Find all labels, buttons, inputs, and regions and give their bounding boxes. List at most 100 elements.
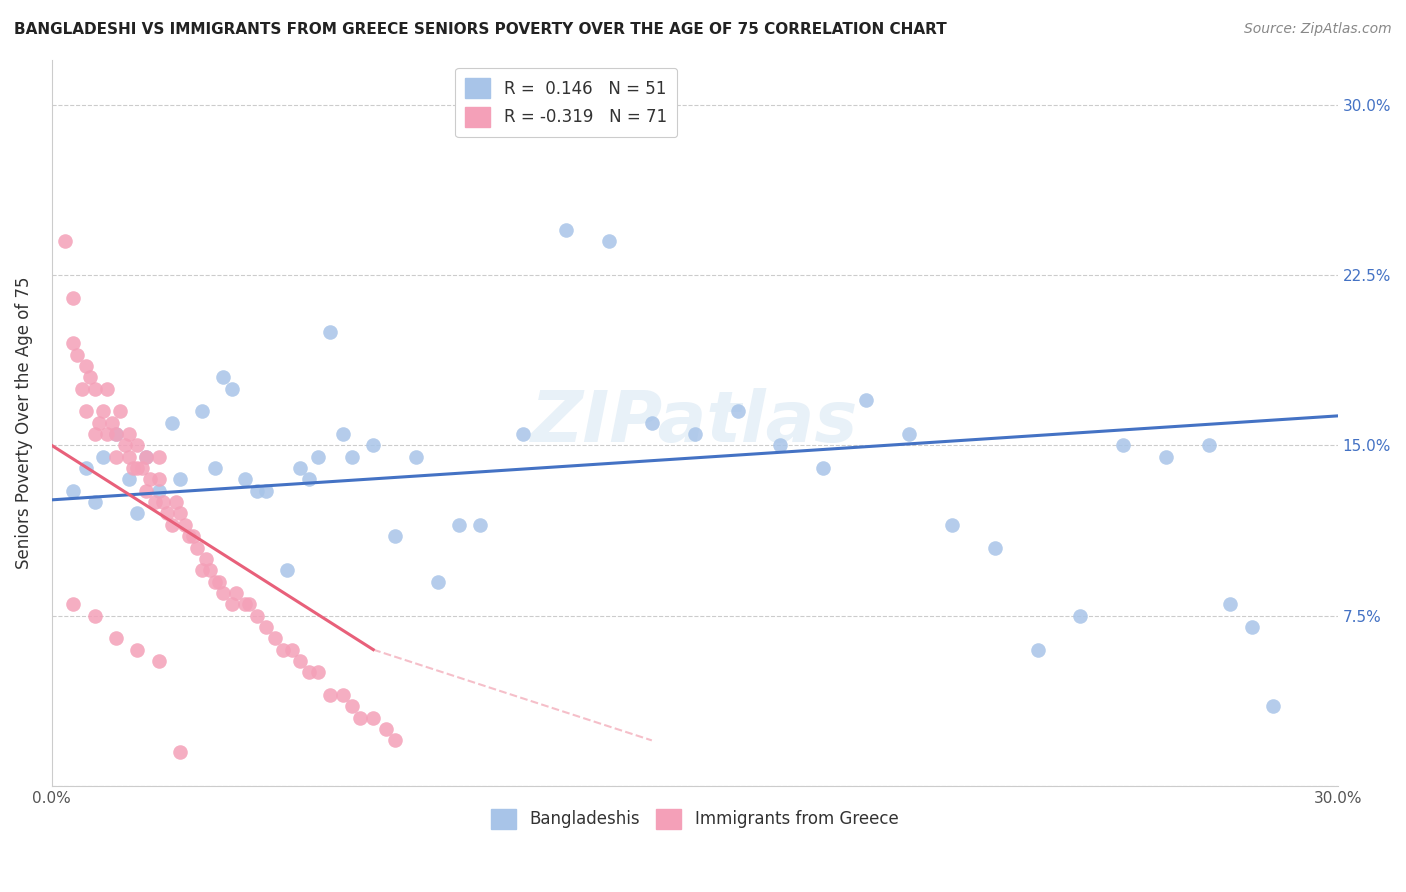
Point [263, 632, 285, 646]
Point [110, 404, 132, 418]
Point [100, 416, 122, 430]
Point [221, 382, 243, 396]
Point [813, 461, 835, 475]
Point [169, 472, 191, 486]
Point [233, 472, 256, 486]
Point [426, 574, 449, 589]
Point [555, 223, 578, 237]
Legend: Bangladeshis, Immigrants from Greece: Bangladeshis, Immigrants from Greece [484, 802, 905, 836]
Point [105, 450, 128, 464]
Point [332, 427, 354, 442]
Point [683, 427, 706, 442]
Point [148, 654, 170, 668]
Point [1026, 642, 1049, 657]
Point [208, 574, 231, 589]
Point [470, 517, 492, 532]
Point [204, 574, 226, 589]
Point [139, 472, 162, 486]
Point [254, 483, 277, 498]
Point [319, 688, 342, 702]
Point [79, 370, 101, 384]
Point [238, 597, 260, 611]
Point [340, 450, 363, 464]
Point [221, 597, 243, 611]
Point [127, 642, 149, 657]
Point [177, 529, 200, 543]
Point [87, 416, 110, 430]
Point [983, 541, 1005, 555]
Point [181, 529, 204, 543]
Point [118, 450, 141, 464]
Point [361, 711, 384, 725]
Point [75, 404, 97, 418]
Point [148, 450, 170, 464]
Point [53, 234, 76, 248]
Point [70, 382, 93, 396]
Point [298, 665, 321, 680]
Point [375, 722, 398, 736]
Point [66, 348, 89, 362]
Point [160, 517, 183, 532]
Point [212, 370, 235, 384]
Point [83, 608, 105, 623]
Point [727, 404, 749, 418]
Y-axis label: Seniors Poverty Over the Age of 75: Seniors Poverty Over the Age of 75 [15, 277, 32, 569]
Point [105, 632, 128, 646]
Point [96, 427, 118, 442]
Point [91, 404, 114, 418]
Point [307, 665, 329, 680]
Point [127, 461, 149, 475]
Point [118, 472, 141, 486]
Point [186, 541, 208, 555]
Point [246, 608, 269, 623]
Point [1069, 608, 1091, 623]
Point [1154, 450, 1177, 464]
Point [204, 461, 226, 475]
Point [1263, 699, 1285, 714]
Point [105, 427, 128, 442]
Point [127, 507, 149, 521]
Point [200, 563, 222, 577]
Point [152, 495, 174, 509]
Text: Source: ZipAtlas.com: Source: ZipAtlas.com [1244, 22, 1392, 37]
Point [62, 336, 84, 351]
Point [233, 597, 256, 611]
Text: ZIPatlas: ZIPatlas [531, 388, 859, 458]
Point [105, 427, 128, 442]
Point [143, 495, 166, 509]
Point [127, 438, 149, 452]
Point [641, 416, 664, 430]
Point [114, 438, 136, 452]
Point [941, 517, 963, 532]
Point [191, 563, 214, 577]
Point [254, 620, 277, 634]
Point [319, 325, 342, 339]
Point [62, 597, 84, 611]
Point [122, 461, 145, 475]
Point [598, 234, 620, 248]
Point [512, 427, 534, 442]
Point [1198, 438, 1220, 452]
Point [349, 711, 371, 725]
Point [135, 450, 157, 464]
Point [384, 733, 406, 747]
Point [307, 450, 329, 464]
Point [246, 483, 269, 498]
Point [769, 438, 792, 452]
Point [191, 404, 214, 418]
Point [96, 382, 118, 396]
Point [271, 642, 294, 657]
Point [405, 450, 427, 464]
Point [135, 450, 157, 464]
Point [148, 472, 170, 486]
Point [276, 563, 298, 577]
Point [156, 507, 179, 521]
Point [91, 450, 114, 464]
Point [75, 461, 97, 475]
Point [1240, 620, 1263, 634]
Point [169, 745, 191, 759]
Point [83, 495, 105, 509]
Point [165, 495, 187, 509]
Point [62, 483, 84, 498]
Point [290, 461, 312, 475]
